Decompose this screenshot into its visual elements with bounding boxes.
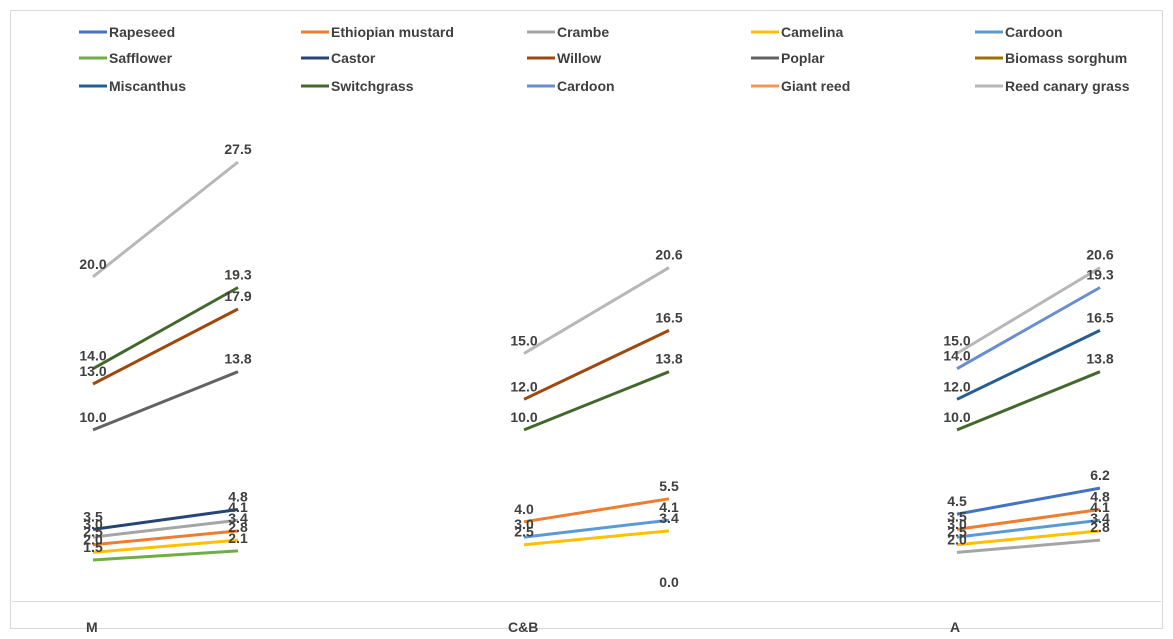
series-line (956, 529, 1101, 547)
data-label: 4.8 (228, 489, 248, 505)
legend-label: Ethiopian mustard (331, 24, 454, 40)
data-label: 0.0 (659, 574, 679, 590)
data-label: 1.5 (83, 539, 103, 555)
data-label: 17.9 (224, 288, 251, 304)
category-label: A (950, 619, 960, 635)
legend-label: Reed canary grass (1005, 78, 1130, 94)
data-label: 4.0 (514, 501, 534, 517)
data-label: 13.8 (1086, 351, 1113, 367)
series-line (523, 266, 670, 355)
data-label: 3.0 (514, 516, 534, 532)
series-line (92, 549, 239, 562)
legend-label: Crambe (557, 24, 609, 40)
data-label: 13.0 (79, 363, 106, 379)
data-label: 10.0 (79, 409, 106, 425)
data-label: 3.0 (947, 516, 967, 532)
legend-label: Safflower (109, 50, 173, 66)
data-label: 6.2 (1090, 467, 1110, 483)
series-line (523, 497, 670, 524)
data-label: 2.8 (228, 519, 248, 535)
series-line (92, 538, 239, 554)
series-line (956, 518, 1101, 539)
series-line (92, 370, 239, 432)
series-line (523, 329, 670, 401)
data-label: 5.5 (659, 478, 679, 494)
data-label: 2.0 (947, 531, 967, 547)
data-label: 2.5 (83, 524, 103, 540)
data-label: 3.5 (83, 508, 103, 524)
data-label: 19.3 (1086, 267, 1113, 283)
legend-label: Castor (331, 50, 376, 66)
data-label: 14.0 (943, 348, 970, 364)
data-label: 2.0 (83, 531, 103, 547)
data-label: 3.4 (228, 510, 248, 526)
data-label: 10.0 (943, 409, 970, 425)
series-line (92, 160, 239, 278)
data-label: 20.0 (79, 256, 106, 272)
series-line (523, 529, 670, 547)
series-line (92, 307, 239, 386)
series-line (956, 286, 1101, 371)
legend: Rapeseed Ethiopian mustard Crambe Camelina C… (79, 24, 1130, 94)
series-line (956, 538, 1101, 554)
data-label: 2.8 (1090, 519, 1110, 535)
data-label: 20.6 (1086, 247, 1113, 263)
legend-label: Cardoon (1005, 24, 1063, 40)
legend-label: Biomass sorghum (1005, 50, 1127, 66)
data-label: 16.5 (1086, 309, 1113, 325)
data-label: 2.5 (514, 524, 534, 540)
series-line (956, 329, 1101, 401)
data-label: 4.5 (947, 493, 967, 509)
data-label: 4.1 (659, 499, 679, 515)
legend-label: Switchgrass (331, 78, 414, 94)
legend-label: Miscanthus (109, 78, 186, 94)
category-label: M (86, 619, 98, 635)
data-label: 15.0 (943, 332, 970, 348)
data-label: 20.6 (655, 247, 682, 263)
data-label: 2.1 (228, 530, 248, 546)
data-label: 19.3 (224, 267, 251, 283)
data-label: 4.8 (1090, 489, 1110, 505)
data-label: 3.4 (659, 510, 679, 526)
data-label: 3.4 (1090, 510, 1110, 526)
data-label: 4.1 (228, 499, 248, 515)
series-line (92, 529, 239, 547)
series-line (956, 486, 1101, 516)
data-label: 3.0 (83, 516, 103, 532)
category-axis: M C&B A (86, 619, 960, 635)
plot-area: 20.014.013.010.03.53.02.52.01.527.519.31… (79, 141, 1113, 590)
series-line (92, 518, 239, 539)
data-label: 13.8 (224, 351, 251, 367)
data-label: 12.0 (510, 378, 537, 394)
data-label: 13.8 (655, 351, 682, 367)
series-line (92, 286, 239, 371)
data-label: 16.5 (655, 309, 682, 325)
legend-label: Camelina (781, 24, 843, 40)
data-label: 3.5 (947, 508, 967, 524)
series-line (523, 370, 670, 432)
legend-label: Cardoon (557, 78, 615, 94)
data-label: 27.5 (224, 141, 251, 157)
series-line (956, 508, 1101, 531)
legend-label: Giant reed (781, 78, 850, 94)
category-label: C&B (508, 619, 538, 635)
data-label: 10.0 (510, 409, 537, 425)
data-label: 4.1 (1090, 499, 1110, 515)
legend-label: Rapeseed (109, 24, 175, 40)
data-label: 15.0 (510, 332, 537, 348)
data-label: 14.0 (79, 348, 106, 364)
series-line (523, 518, 670, 539)
data-label: 2.5 (947, 524, 967, 540)
data-label: 12.0 (943, 378, 970, 394)
series-line (956, 370, 1101, 432)
series-line (92, 508, 239, 531)
series-line (956, 266, 1101, 355)
legend-label: Poplar (781, 50, 825, 66)
legend-label: Willow (557, 50, 601, 66)
